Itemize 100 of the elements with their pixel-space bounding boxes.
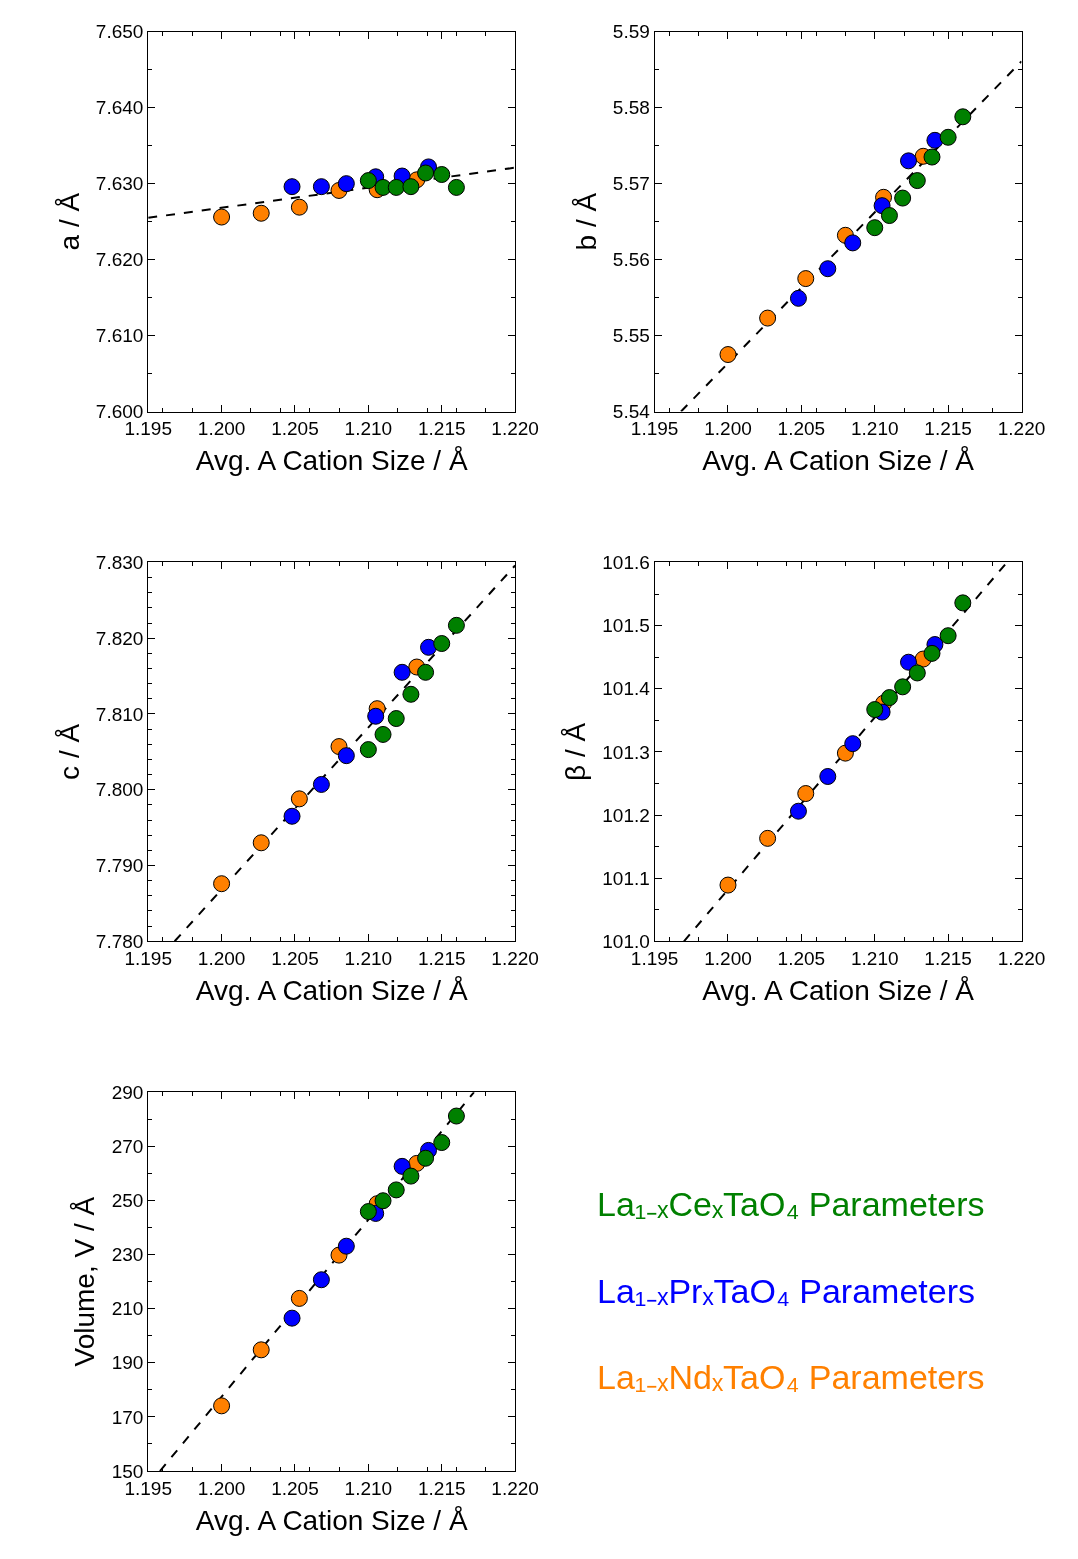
x-tick-label: 1.205 xyxy=(777,418,826,440)
point xyxy=(387,710,405,728)
point xyxy=(844,234,862,252)
point xyxy=(900,653,918,671)
point xyxy=(252,204,270,222)
point xyxy=(447,1107,465,1125)
x-tick-label: 1.215 xyxy=(417,948,466,970)
x-tick-label: 1.200 xyxy=(197,1477,246,1499)
y-tick-label: 210 xyxy=(111,1298,144,1320)
point xyxy=(433,1134,451,1152)
y-tick-label: 101.2 xyxy=(602,804,650,826)
point xyxy=(894,189,912,207)
point xyxy=(290,1289,308,1307)
point xyxy=(312,775,330,793)
point xyxy=(923,644,941,662)
x-tick-label: 1.205 xyxy=(271,948,319,970)
x-tick-label: 1.210 xyxy=(344,418,393,440)
y-tick-label: 190 xyxy=(111,1352,144,1374)
point xyxy=(433,635,451,653)
point xyxy=(789,289,807,307)
point xyxy=(290,790,308,808)
point xyxy=(417,663,435,681)
point xyxy=(283,178,301,196)
point xyxy=(759,829,777,847)
y-tick-label: 7.650 xyxy=(95,21,144,43)
x-tick-label: 1.205 xyxy=(271,1477,319,1499)
point xyxy=(213,1397,231,1415)
y-tick-label: 7.640 xyxy=(95,97,144,119)
point xyxy=(719,346,737,364)
y-tick-label: 250 xyxy=(111,1190,144,1212)
point xyxy=(367,707,385,725)
y-tick-label: 7.620 xyxy=(95,249,144,271)
point xyxy=(939,128,957,146)
point xyxy=(447,616,465,634)
point xyxy=(433,166,451,184)
x-tick-label: 1.220 xyxy=(997,948,1046,970)
point xyxy=(923,148,941,166)
point xyxy=(374,1192,392,1210)
point xyxy=(866,701,884,719)
point xyxy=(374,725,392,743)
y-tick-label: 7.630 xyxy=(95,173,144,195)
y-tick-label: 7.610 xyxy=(95,325,144,347)
y-tick-label: 5.57 xyxy=(612,173,650,195)
point xyxy=(759,309,777,327)
point xyxy=(337,1237,355,1255)
x-tick-label: 1.215 xyxy=(417,1477,466,1499)
point xyxy=(789,802,807,820)
point xyxy=(213,208,231,226)
point xyxy=(387,1181,405,1199)
y-axis-title: β / Å xyxy=(559,722,591,781)
point xyxy=(939,627,957,645)
point xyxy=(402,178,420,196)
x-tick-label: 1.200 xyxy=(197,948,246,970)
point xyxy=(894,678,912,696)
point xyxy=(880,689,898,707)
text: La₁₋ₓCeₓTaO₄ Parameters xyxy=(597,1185,985,1223)
x-tick-label: 1.215 xyxy=(924,418,972,440)
y-axis-title: c / Å xyxy=(53,723,85,780)
y-tick-label: 101.3 xyxy=(602,741,650,763)
y-tick-label: 7.820 xyxy=(95,627,144,649)
y-tick-label: 101.5 xyxy=(602,615,650,637)
y-axis-title: b / Å xyxy=(570,192,602,251)
point xyxy=(447,178,465,196)
x-tick-label: 1.215 xyxy=(417,418,466,440)
y-tick-label: 101.1 xyxy=(602,867,650,889)
x-tick-label: 1.220 xyxy=(491,948,539,970)
x-tick-label: 1.210 xyxy=(850,418,899,440)
point xyxy=(908,664,926,682)
point xyxy=(880,207,898,225)
x-axis-title: Avg. A Cation Size / Å xyxy=(195,975,468,1007)
point xyxy=(213,875,231,893)
text: La₁₋ₓNdₓTaO₄ Parameters xyxy=(597,1358,985,1396)
x-axis-title: Avg. A Cation Size / Å xyxy=(702,975,975,1007)
point xyxy=(926,131,944,149)
point xyxy=(283,807,301,825)
point xyxy=(866,219,884,237)
y-tick-label: 7.830 xyxy=(95,552,144,574)
x-tick-label: 1.205 xyxy=(777,948,826,970)
y-tick-label: 5.58 xyxy=(612,97,650,119)
x-tick-label: 1.210 xyxy=(850,948,899,970)
y-tick-label: 5.55 xyxy=(612,325,650,347)
point xyxy=(402,685,420,703)
x-tick-label: 1.210 xyxy=(344,1477,393,1499)
x-tick-label: 1.200 xyxy=(197,418,246,440)
point xyxy=(359,1203,377,1221)
y-tick-label: 5.59 xyxy=(612,21,650,43)
x-axis-title: Avg. A Cation Size / Å xyxy=(195,1504,468,1536)
y-tick-label: 101.6 xyxy=(602,552,650,574)
point xyxy=(819,768,837,785)
y-axis-title: Volume, V / Å xyxy=(69,1196,101,1367)
point xyxy=(797,785,815,803)
y-tick-label: 7.810 xyxy=(95,703,144,725)
x-axis-title: Avg. A Cation Size / Å xyxy=(195,445,468,477)
x-tick-label: 1.215 xyxy=(924,948,972,970)
y-tick-label: 290 xyxy=(111,1081,144,1103)
point xyxy=(393,663,411,681)
point xyxy=(954,594,972,612)
point xyxy=(387,178,405,196)
point xyxy=(819,260,837,278)
point xyxy=(908,172,926,190)
